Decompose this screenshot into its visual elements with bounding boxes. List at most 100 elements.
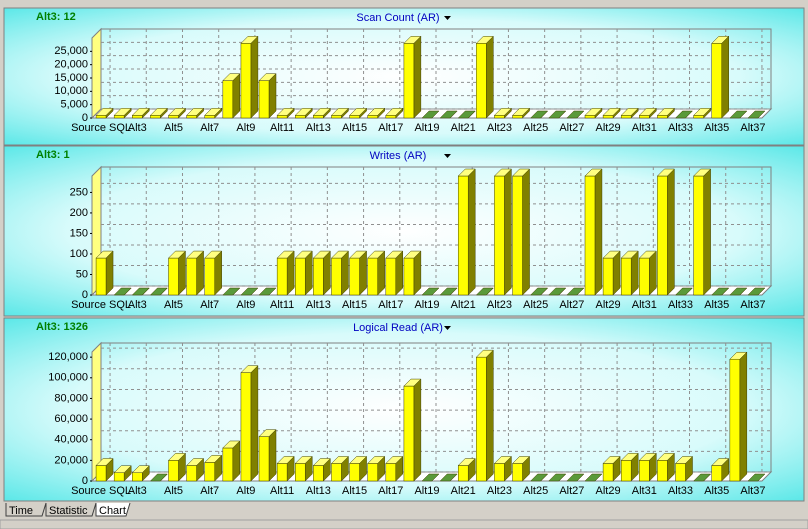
y-tick-label: 50 xyxy=(76,268,88,280)
tab-label[interactable]: Time xyxy=(9,505,33,517)
bar xyxy=(131,287,150,296)
bar-top xyxy=(566,473,585,482)
bar-top xyxy=(511,108,531,116)
y-tick-label: 40,000 xyxy=(54,434,88,446)
bar-top xyxy=(475,36,494,44)
bar-top xyxy=(566,287,585,296)
title-dropdown[interactable] xyxy=(444,326,451,330)
bar xyxy=(620,452,639,482)
bar-front xyxy=(367,257,378,296)
x-tick-label: Alt21 xyxy=(451,485,476,497)
bar-front xyxy=(204,257,215,296)
bar-front xyxy=(313,257,324,296)
x-tick-label: Alt23 xyxy=(487,122,512,134)
status-bar xyxy=(0,519,808,529)
bar xyxy=(693,107,712,119)
bar-top xyxy=(149,473,168,482)
bar xyxy=(258,429,277,482)
bar-top xyxy=(348,456,368,464)
y-tick-label: 250 xyxy=(70,186,88,198)
bar-top xyxy=(348,108,368,116)
bar-top xyxy=(693,473,712,482)
x-tick-label: Alt13 xyxy=(306,122,331,134)
bar-top xyxy=(95,108,114,116)
chart-title[interactable]: Writes (AR) xyxy=(370,150,427,162)
tab-label[interactable]: Chart xyxy=(99,505,126,517)
bar-front xyxy=(295,257,306,296)
bar xyxy=(674,110,694,119)
bar xyxy=(348,250,368,296)
bar-front xyxy=(204,462,215,482)
bar-front xyxy=(494,463,505,482)
bar-front xyxy=(403,43,415,119)
bar xyxy=(656,452,675,482)
x-tick-label: Source SQL xyxy=(71,122,131,134)
bar-front xyxy=(494,115,505,119)
bar xyxy=(602,107,621,119)
bar-top xyxy=(711,458,730,466)
title-dropdown[interactable] xyxy=(444,16,451,20)
bar-side xyxy=(522,168,530,296)
bar-top xyxy=(385,456,404,464)
bar-top xyxy=(222,73,241,81)
bar-front xyxy=(693,115,704,119)
tab[interactable] xyxy=(45,502,97,517)
tab[interactable] xyxy=(95,502,131,517)
bar-top xyxy=(421,473,440,482)
bar xyxy=(240,365,259,482)
title-dropdown[interactable] xyxy=(444,154,451,158)
bar xyxy=(656,168,675,296)
bar xyxy=(584,473,603,482)
bar-top xyxy=(276,250,295,259)
bar-top xyxy=(113,108,132,116)
bar-top xyxy=(457,168,476,177)
bar-front xyxy=(693,175,704,296)
tab[interactable] xyxy=(5,502,47,517)
bar-top xyxy=(421,110,440,119)
bar xyxy=(294,250,313,296)
bar xyxy=(439,473,458,482)
bar-top xyxy=(367,456,386,464)
bar-top xyxy=(367,250,386,259)
x-tick-label: Alt27 xyxy=(559,122,584,134)
bar-top xyxy=(421,287,440,296)
y-tick-label: 20,000 xyxy=(54,59,88,71)
bar-front xyxy=(113,115,125,119)
bar-top xyxy=(475,287,494,296)
bar-top xyxy=(131,465,150,473)
bar-front xyxy=(204,115,215,119)
bar-front xyxy=(639,115,650,119)
bar-top xyxy=(493,456,513,464)
bar-front xyxy=(168,115,179,119)
bar xyxy=(421,473,440,482)
bar xyxy=(747,110,766,119)
bar-top xyxy=(330,108,350,116)
x-tick-label: Alt3 xyxy=(128,299,147,311)
x-tick-label: Alt25 xyxy=(523,299,548,311)
bar xyxy=(149,287,168,296)
bar-top xyxy=(602,456,621,464)
chart-title[interactable]: Scan Count (AR) xyxy=(356,12,439,24)
x-tick-label: Alt21 xyxy=(451,122,476,134)
bar-top xyxy=(95,458,114,466)
chart-title[interactable]: Logical Read (AR) xyxy=(353,322,443,334)
bar-front xyxy=(258,436,270,482)
bar xyxy=(312,457,331,482)
bar xyxy=(348,455,368,482)
y-tick-label: 10,000 xyxy=(54,85,88,97)
bar xyxy=(566,287,585,296)
bar-front xyxy=(168,257,179,296)
bar-side xyxy=(467,168,476,296)
bar-front xyxy=(494,175,505,296)
x-tick-label: Source SQL xyxy=(71,485,131,497)
tab-label[interactable]: Statistic xyxy=(49,505,88,517)
bar-side xyxy=(395,250,404,296)
bar-side xyxy=(649,250,657,296)
y-tick-label: 200 xyxy=(70,207,88,219)
bar-front xyxy=(620,115,632,119)
bar-top xyxy=(656,453,675,461)
x-tick-label: Alt33 xyxy=(668,485,693,497)
x-tick-label: Alt31 xyxy=(632,485,657,497)
bar-front xyxy=(276,463,288,482)
x-tick-label: Alt31 xyxy=(632,299,657,311)
